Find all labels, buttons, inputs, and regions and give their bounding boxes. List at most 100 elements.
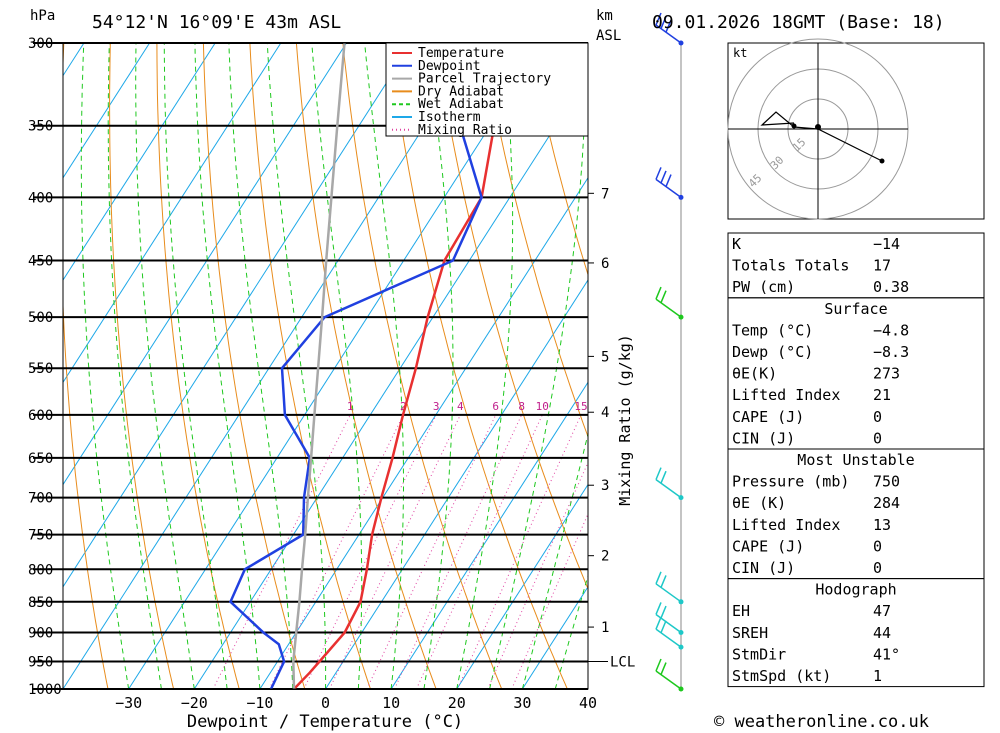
surface-row-value: −4.8	[873, 321, 909, 339]
hodograph-params-row-label: StmDir	[732, 645, 786, 663]
surface-row-value: 21	[873, 386, 891, 404]
temperature-tick-label: 30	[513, 694, 531, 712]
barb-shaft	[655, 298, 682, 318]
axis-labels: 3003504004505005506006507007508008509009…	[28, 36, 635, 712]
series-temperature	[293, 43, 515, 689]
most-unstable-row-label: CIN (J)	[732, 559, 795, 577]
wet-adiabat-line	[266, 43, 327, 689]
pressure-tick-label: 950	[28, 654, 53, 670]
most-unstable-row-label: Pressure (mb)	[732, 473, 849, 491]
barb-flag	[655, 602, 662, 615]
km-tick-label: 2	[601, 549, 609, 565]
mixing-ratio-line	[366, 414, 497, 689]
pressure-tick-label: 800	[28, 562, 53, 578]
general-row-value: −14	[873, 235, 900, 253]
temperature-tick-label: 40	[579, 694, 597, 712]
surface-row-value: 0	[873, 429, 882, 447]
km-tick-label: 7	[601, 186, 609, 202]
mixing-ratio-line	[268, 414, 404, 689]
surface-row-value: −8.3	[873, 343, 909, 361]
barb-flag	[655, 467, 662, 480]
legend-entry: Parcel Trajectory	[418, 72, 551, 87]
isotherm-line	[63, 43, 150, 179]
isotherm-line	[63, 43, 413, 588]
mixing-ratio-group: 1 2 3 4 6 8 10 15 20 25	[212, 400, 588, 689]
datetime-title: 09.01.2026 18GMT (Base: 18)	[652, 12, 945, 33]
barb-flag	[665, 19, 672, 33]
pressure-tick-label: 600	[28, 408, 53, 424]
pressure-tick-label: 1000	[28, 682, 62, 698]
temperature-tick-label: 10	[382, 694, 400, 712]
legend-entry: Wet Adiabat	[418, 97, 504, 112]
km-tick-label: 3	[601, 478, 609, 494]
general-row-label: PW (cm)	[732, 278, 795, 296]
wet-adiabat-line	[107, 43, 162, 689]
mixing-ratio-line	[511, 512, 588, 689]
wet-adiabat-line	[135, 43, 195, 689]
temperature-tick-label: 20	[448, 694, 466, 712]
isotherm-line	[63, 43, 282, 384]
most-unstable-row-value: 0	[873, 559, 882, 577]
indices-table: K −14 Totals Totals 17 PW (cm) 0.38 Surface Tem…	[727, 232, 985, 688]
credit-text: © weatheronline.co.uk	[714, 712, 929, 732]
barb-flag	[655, 286, 662, 300]
barb-flag	[660, 605, 667, 619]
barb-flag	[660, 662, 667, 675]
mixing-ratio-label: 2	[400, 400, 407, 413]
barb-flag	[660, 575, 667, 588]
general-row-value: 17	[873, 257, 891, 275]
wet-adiabat-line	[521, 432, 588, 689]
wet-adiabat-line	[80, 43, 130, 689]
pressure-tick-label: 300	[28, 36, 53, 52]
barb-flag	[655, 12, 662, 26]
isobar-lines	[33, 42, 588, 690]
km-tick-label: 5	[601, 349, 609, 365]
barb-flag	[660, 470, 667, 484]
legend-entry: Dewpoint	[418, 59, 481, 74]
wet-adiabat-line	[423, 43, 454, 689]
x-axis-title: Dewpoint / Temperature (°C)	[187, 712, 463, 732]
most-unstable-row-label: CAPE (J)	[732, 537, 804, 555]
pressure-tick-label: 650	[28, 451, 53, 467]
isotherm-line	[456, 483, 588, 689]
series-dewpoint	[228, 43, 483, 689]
barb-flag	[665, 174, 672, 187]
pressure-tick-label: 550	[28, 361, 53, 377]
mixing-ratio-label: 1	[347, 400, 354, 413]
surface-row-label: CAPE (J)	[732, 408, 804, 426]
surface-row-label: Lifted Index	[732, 386, 840, 404]
dry-adiabat-line	[481, 43, 588, 438]
temperature-tick-label: −10	[246, 694, 273, 712]
hodograph-params-row-value: 1	[873, 667, 882, 685]
barb-shaft	[655, 613, 682, 634]
wet-adiabat-line	[364, 43, 404, 689]
surface-row-label: Temp (°C)	[732, 321, 813, 339]
isotherm-line	[0, 43, 18, 689]
wind-barb-column	[655, 12, 684, 692]
dry-adiabat-line	[249, 43, 371, 689]
series-parcel-trajectory	[292, 43, 346, 689]
barb-flag	[655, 616, 662, 630]
general-row-value: 0.38	[873, 278, 909, 296]
plot-frame	[62, 42, 589, 690]
location-title: 54°12'N 16°09'E 43m ASL	[92, 12, 341, 33]
hodograph-point	[791, 123, 797, 129]
isotherm-line	[63, 43, 479, 689]
asl-unit-label: ASL	[596, 28, 621, 44]
pressure-tick-label: 450	[28, 254, 53, 270]
mixing-ratio-line	[457, 414, 582, 689]
legend-entry: Temperature	[418, 46, 504, 61]
dry-adiabat-line	[342, 43, 503, 689]
pressure-tick-label: 700	[28, 491, 53, 507]
pressure-tick-label: 850	[28, 595, 53, 611]
surface-row-label: Dewp (°C)	[732, 343, 813, 361]
wet-adiabat-line	[489, 43, 587, 689]
general-row-label: Totals Totals	[732, 257, 849, 275]
mixing-ratio-label: 6	[492, 400, 499, 413]
barb-shaft	[655, 670, 682, 690]
pressure-tick-label: 400	[28, 190, 53, 206]
hodograph-frame	[727, 42, 985, 220]
mixing-ratio-label: 10	[536, 400, 549, 413]
wet-adiabat-line	[163, 43, 228, 689]
